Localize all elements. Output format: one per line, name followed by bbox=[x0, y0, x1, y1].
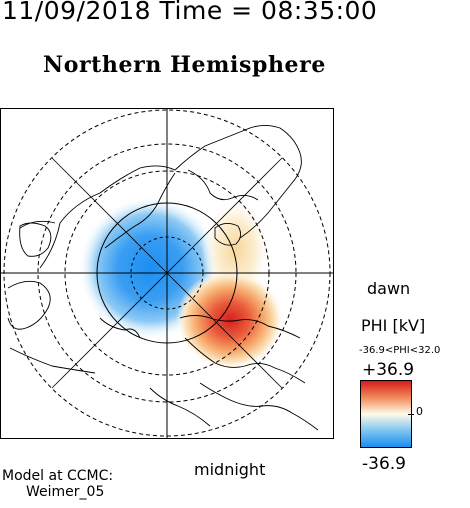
timestamp-title: 11/09/2018 Time = 08:35:00 bbox=[2, 0, 378, 25]
coastline-baffin bbox=[104, 172, 176, 249]
model-credit: Model at CCMC: bbox=[2, 468, 114, 484]
colorbar-max-label: +36.9 bbox=[362, 360, 415, 380]
map-grid bbox=[0, 108, 334, 439]
colorbar-min-label: -36.9 bbox=[362, 454, 406, 474]
model-name: Weimer_05 bbox=[26, 484, 105, 500]
coastline-arctic-islands bbox=[99, 317, 141, 339]
colorbar-range: -36.9<PHI<32.0 bbox=[359, 345, 441, 356]
coastline-greenland bbox=[187, 169, 259, 201]
positive-potential-cell bbox=[176, 270, 284, 370]
polar-map-svg bbox=[0, 108, 334, 439]
coastline-west bbox=[7, 280, 51, 330]
colorbar-zero-tick bbox=[408, 414, 414, 415]
coastline-south-east bbox=[199, 382, 319, 431]
coastline-south bbox=[149, 387, 211, 427]
meridian-diag-2 bbox=[51, 157, 283, 389]
hemisphere-title: Northern Hemisphere bbox=[43, 52, 326, 78]
potential-pattern bbox=[78, 196, 284, 370]
colorbar-title: PHI [kV] bbox=[361, 316, 426, 335]
coastline-europe bbox=[184, 337, 306, 384]
colorbar-zero-label: 0 bbox=[416, 405, 423, 418]
coastline-island-nw bbox=[19, 222, 52, 257]
dawn-label: dawn bbox=[367, 279, 411, 298]
coastline-svalbard bbox=[214, 223, 241, 246]
coastline-siberia bbox=[9, 347, 96, 374]
coastline-scandinavia bbox=[179, 315, 301, 339]
coastline-detail-1 bbox=[19, 220, 56, 229]
map-frame bbox=[0, 108, 334, 439]
colorbar bbox=[360, 380, 412, 448]
midnight-label: midnight bbox=[194, 460, 266, 479]
coastline-arc-north bbox=[39, 125, 302, 269]
polar-map bbox=[0, 108, 335, 444]
